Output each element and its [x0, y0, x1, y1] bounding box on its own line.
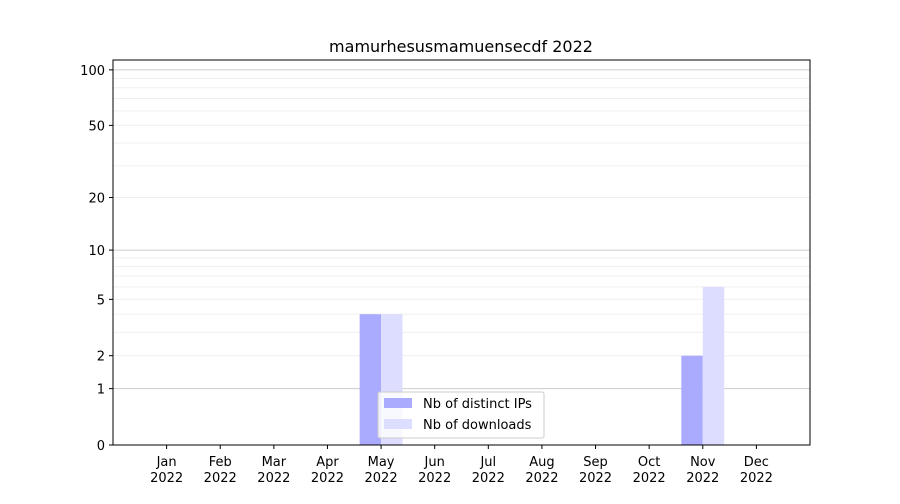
- bar-distinct-ips: [359, 314, 382, 445]
- y-axis: 0 1 2 5 10 20 50 100: [80, 64, 113, 454]
- x-tick-label: Aug 2022: [525, 455, 558, 486]
- y-tick-label: 2: [97, 350, 105, 365]
- x-tick-label: Jun 2022: [418, 455, 451, 486]
- x-tick-label: Sep 2022: [579, 455, 612, 486]
- x-tick-label: Jan 2022: [150, 455, 183, 486]
- bars: [359, 286, 725, 445]
- y-tick-label: 1: [97, 383, 105, 398]
- x-axis: Jan 2022 Feb 2022 Mar 2022 Apr 2022 May 2022 Jun 20…: [150, 445, 773, 486]
- plot-frame: [112, 59, 811, 446]
- y-tick-label: 50: [88, 119, 105, 134]
- legend-box: [377, 391, 545, 439]
- x-tick-label: Oct 2022: [633, 455, 666, 486]
- x-tick-label: Mar 2022: [257, 455, 290, 486]
- bar-downloads: [702, 286, 725, 445]
- y-tick-label: 0: [97, 439, 105, 454]
- y-tick-label: 20: [88, 192, 105, 207]
- y-tick-label: 5: [97, 293, 105, 308]
- y-tick-label: 10: [88, 244, 105, 259]
- chart-title: mamurhesusmamuensecdf 2022: [329, 37, 593, 56]
- x-tick-label: Apr 2022: [311, 455, 344, 486]
- legend-label: Nb of distinct IPs: [423, 397, 532, 412]
- x-tick-label: May 2022: [365, 455, 398, 486]
- x-tick-label: Jul 2022: [472, 455, 505, 486]
- legend-swatch: [384, 398, 412, 408]
- legend: Nb of distinct IPs Nb of downloads: [377, 391, 545, 439]
- x-tick-label: Dec 2022: [740, 455, 773, 486]
- grid: [113, 69, 810, 390]
- y-tick-label: 100: [80, 64, 105, 79]
- legend-label: Nb of downloads: [423, 418, 532, 433]
- bar-distinct-ips: [681, 355, 703, 445]
- x-tick-label: Feb 2022: [204, 455, 237, 486]
- legend-swatch: [384, 419, 412, 429]
- x-tick-label: Nov 2022: [686, 455, 719, 486]
